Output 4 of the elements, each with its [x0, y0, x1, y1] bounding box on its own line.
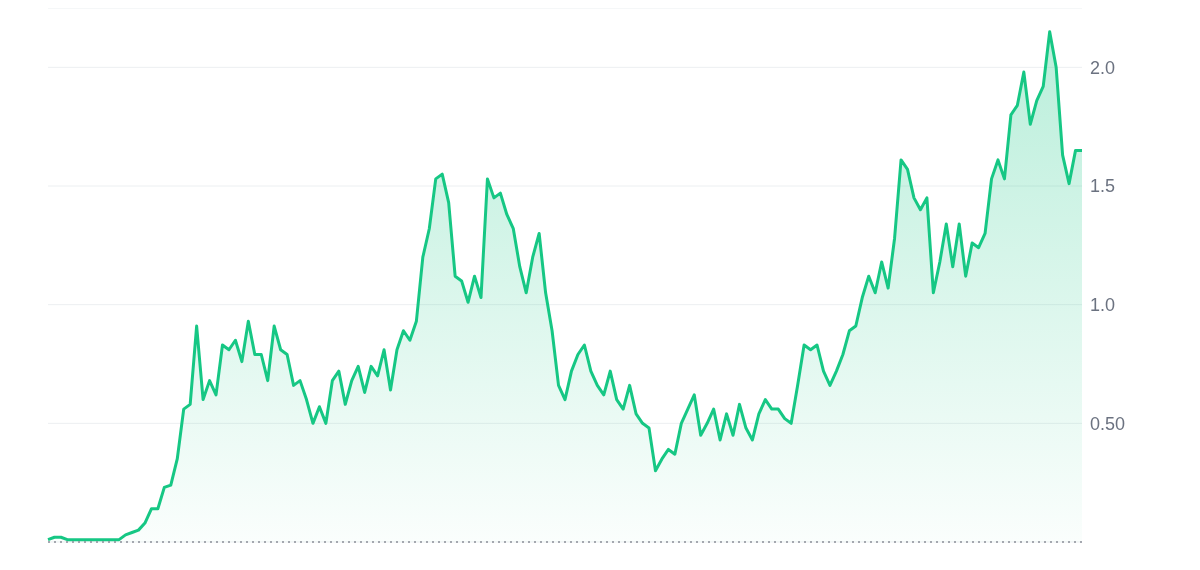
y-tick-label: 2.0	[1090, 57, 1116, 78]
y-tick-label: 1.0	[1090, 295, 1116, 316]
y-tick-label: 1.5	[1090, 176, 1116, 197]
y-tick-label: 0.50	[1090, 413, 1126, 434]
